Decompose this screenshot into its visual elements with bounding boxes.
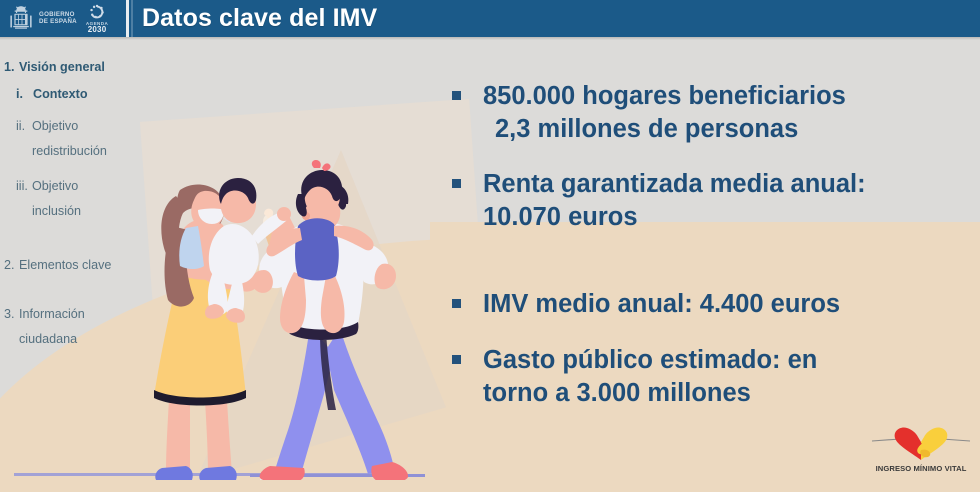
bullet-marker-icon: [452, 354, 461, 364]
bullet-item-public-spending: Gasto público estimado: en torno a 3.000…: [452, 344, 952, 443]
sidebar-item-elementos-clave[interactable]: 2. Elementos clave: [0, 258, 150, 272]
bullet-marker-icon: [452, 91, 461, 100]
bullet-line-2: 10.070 euros: [483, 203, 638, 232]
bullet-marker-icon: [452, 179, 461, 189]
bullet-line-2: torno a 3.000 millones: [483, 378, 751, 407]
bullet-text: Gasto público estimado: en torno a 3.000…: [483, 344, 938, 443]
sidebar-item-label: Objetivo inclusión: [32, 178, 82, 218]
sidebar-item-objetivo-redistribucion[interactable]: ii. Objetivo redistribución: [0, 114, 150, 164]
bullet-line-1: IMV medio anual: 4.400 euros: [483, 289, 841, 318]
family-illustration-svg: [154, 160, 408, 486]
sidebar-item-label: Visión general: [19, 60, 105, 74]
family-illustration: [128, 118, 434, 486]
government-logo: GOBIERNO DE ESPAÑA AGENDA: [0, 0, 124, 37]
bullet-item-average-imv: IMV medio anual: 4.400 euros: [452, 288, 952, 321]
heart-hands-icon: [871, 427, 971, 460]
sidebar-item-number: i.: [16, 87, 23, 102]
ground-line-accent: [250, 474, 425, 477]
agenda-year: 2030: [87, 24, 107, 34]
government-logo-text: GOBIERNO DE ESPAÑA: [39, 10, 77, 25]
header-divider: [126, 0, 129, 37]
sidebar-item-objetivo-inclusion[interactable]: iii. Objetivo inclusión: [0, 174, 150, 224]
sidebar-item-label: Información ciudadana: [19, 307, 85, 347]
bullet-item-beneficiaries: 850.000 hogares beneficiarios 2,3 millon…: [452, 80, 952, 146]
bullet-line-1: Gasto público estimado: en: [483, 345, 818, 374]
sidebar-item-label: Objetivo redistribución: [32, 119, 107, 159]
sidebar-item-vision-general[interactable]: 1. Visión general: [0, 60, 150, 74]
header-bar: GOBIERNO DE ESPAÑA AGENDA: [0, 0, 980, 37]
header-divider-shadow: [131, 0, 133, 37]
sidebar-item-number: 1.: [4, 60, 15, 74]
bullet-line-1: Renta garantizada media anual:: [483, 170, 866, 199]
bullet-item-guaranteed-income: Renta garantizada media anual: 10.070 eu…: [452, 168, 952, 267]
agenda-2030-ring-icon: [90, 4, 104, 18]
page-title: Datos clave del IMV: [142, 4, 378, 32]
agenda-label: AGENDA: [85, 20, 109, 26]
key-figures-list: 850.000 hogares beneficiarios 2,3 millon…: [452, 80, 952, 465]
sidebar-item-number: ii.: [16, 119, 26, 134]
sidebar-item-label: Elementos clave: [19, 257, 112, 272]
bullet-text: IMV medio anual: 4.400 euros: [483, 288, 938, 321]
bullet-line-2: 2,3 millones de personas: [495, 115, 799, 144]
imv-brand-logo: INGRESO MÍNIMO VITAL: [866, 424, 976, 486]
bullet-text: Renta garantizada media anual: 10.070 eu…: [483, 168, 938, 267]
imv-logo-label: INGRESO MÍNIMO VITAL: [875, 464, 967, 473]
sidebar-item-label: Contexto: [33, 87, 88, 102]
sidebar-item-number: 2.: [4, 257, 15, 272]
sidebar-item-contexto[interactable]: i. Contexto: [0, 87, 150, 101]
header-drop-shadow: [0, 37, 980, 40]
bullet-text: 850.000 hogares beneficiarios 2,3 millon…: [483, 80, 938, 146]
sidebar-item-informacion-ciudadana[interactable]: 3. Información ciudadana: [0, 302, 150, 352]
sidebar-item-number: 3.: [4, 307, 15, 322]
gobierno-line-2: DE ESPAÑA: [39, 17, 77, 25]
gobierno-line-1: GOBIERNO: [39, 10, 75, 18]
bullet-line-1: 850.000 hogares beneficiarios: [483, 82, 846, 110]
bullet-marker-icon: [452, 298, 461, 308]
sidebar-item-number: iii.: [16, 178, 28, 193]
sidebar-navigation[interactable]: 1. Visión general i. Contexto ii. Objeti…: [0, 60, 150, 352]
agenda-2030-logo: AGENDA 2030: [86, 4, 108, 34]
coat-of-arms-icon: [10, 5, 32, 29]
